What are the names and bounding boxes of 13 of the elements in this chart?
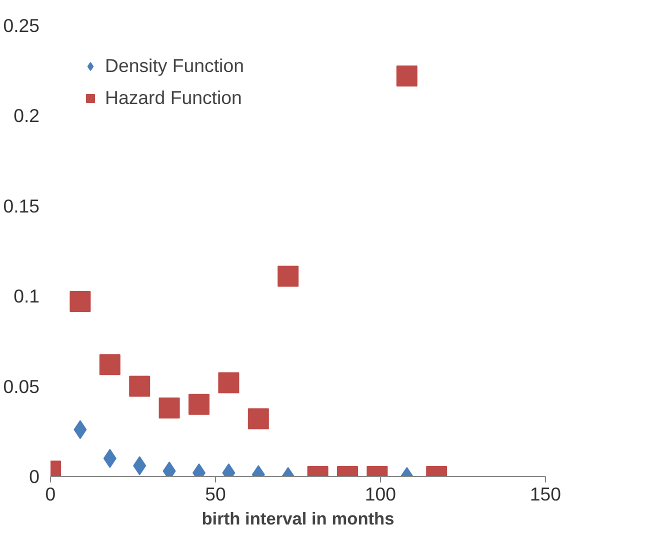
- y-tick-label: 0.15: [3, 195, 40, 216]
- y-tick-label: 0.1: [14, 286, 40, 307]
- legend-label: Hazard Function: [105, 87, 242, 109]
- legend-label: Density Function: [105, 55, 244, 77]
- y-tick-label: 0.25: [3, 15, 40, 36]
- y-tick-label: 0: [29, 466, 40, 487]
- x-tick-label: 150: [530, 484, 562, 504]
- x-tick-label: 0: [45, 484, 56, 504]
- y-tick-label: 0.2: [14, 105, 40, 126]
- x-tick-label: 100: [364, 484, 396, 504]
- x-tick-label: 50: [205, 484, 226, 504]
- y-tick-label: 0.05: [3, 376, 40, 397]
- x-axis-title: birth interval in months: [202, 508, 394, 528]
